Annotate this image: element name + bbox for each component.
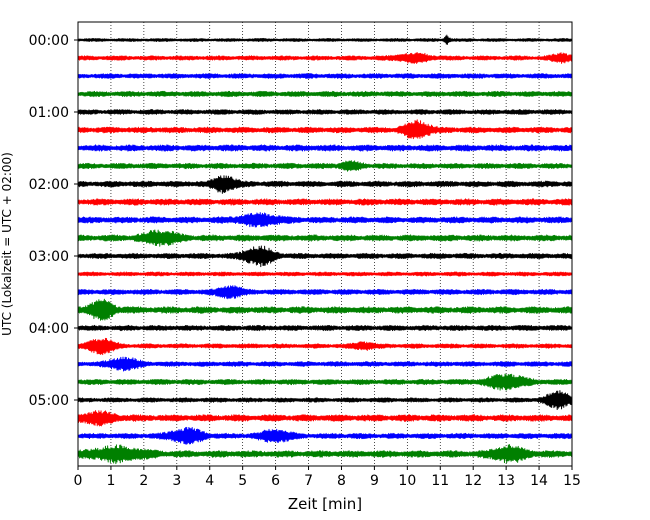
trace-03-00 xyxy=(77,245,573,268)
x-tick-label: 3 xyxy=(172,473,181,489)
x-tick-label: 10 xyxy=(398,473,416,489)
x-tick-label: 8 xyxy=(337,473,346,489)
trace-01-15 xyxy=(77,119,573,140)
trace-04-00 xyxy=(77,324,573,332)
x-tick-label: 2 xyxy=(139,473,148,489)
x-tick-label: 1 xyxy=(106,473,115,489)
trace-04-45 xyxy=(77,373,573,391)
trace-05-15 xyxy=(77,410,573,427)
trace-03-30 xyxy=(77,285,573,300)
x-axis-ticks: 0 1 2 3 4 5 6 7 8 9 10 11 12 13 14 15 xyxy=(74,466,581,489)
y-axis-label: UTC (Lokalzeit = UTC + 02:00) xyxy=(0,152,14,336)
trace-02-30 xyxy=(77,212,573,228)
x-gridlines xyxy=(110,22,540,466)
x-tick-label: 11 xyxy=(431,473,449,489)
trace-00-45 xyxy=(77,90,573,98)
x-tick-label: 5 xyxy=(238,473,247,489)
trace-01-00 xyxy=(77,109,573,115)
y-tick-label: 01:00 xyxy=(29,105,69,121)
y-tick-label: 00:00 xyxy=(29,33,69,49)
trace-04-30 xyxy=(77,356,573,372)
y-tick-label: 03:00 xyxy=(29,249,69,265)
plot-frame xyxy=(77,21,573,467)
trace-01-45 xyxy=(77,160,573,172)
trace-02-45 xyxy=(77,229,573,247)
x-tick-label: 9 xyxy=(370,473,379,489)
trace-00-30 xyxy=(77,73,573,79)
y-tick-label: 05:00 xyxy=(29,393,69,409)
x-tick-label: 13 xyxy=(497,473,515,489)
y-tick-label: 02:00 xyxy=(29,177,69,193)
x-tick-label: 0 xyxy=(74,473,83,489)
y-tick-label: 04:00 xyxy=(29,321,69,337)
trace-04-15 xyxy=(77,337,573,356)
trace-00-00 xyxy=(77,34,573,45)
x-tick-label: 7 xyxy=(304,473,313,489)
trace-01-30 xyxy=(77,144,573,152)
trace-05-00 xyxy=(77,390,573,411)
y-axis-ticks: 00:00 01:00 02:00 03:00 04:00 05:00 xyxy=(29,33,78,409)
x-tick-label: 15 xyxy=(563,473,581,489)
x-tick-label: 14 xyxy=(530,473,548,489)
trace-03-15 xyxy=(77,271,573,277)
seismic-traces xyxy=(77,34,573,465)
trace-05-30 xyxy=(77,426,573,445)
x-tick-label: 4 xyxy=(205,473,214,489)
x-tick-label: 12 xyxy=(464,473,482,489)
x-tick-label: 6 xyxy=(271,473,280,489)
trace-02-00 xyxy=(77,175,573,194)
trace-05-45 xyxy=(77,444,573,465)
trace-00-15 xyxy=(77,52,573,64)
trace-02-15 xyxy=(77,198,573,206)
trace-03-45 xyxy=(77,298,573,321)
x-axis-label: Zeit [min] xyxy=(288,495,362,513)
